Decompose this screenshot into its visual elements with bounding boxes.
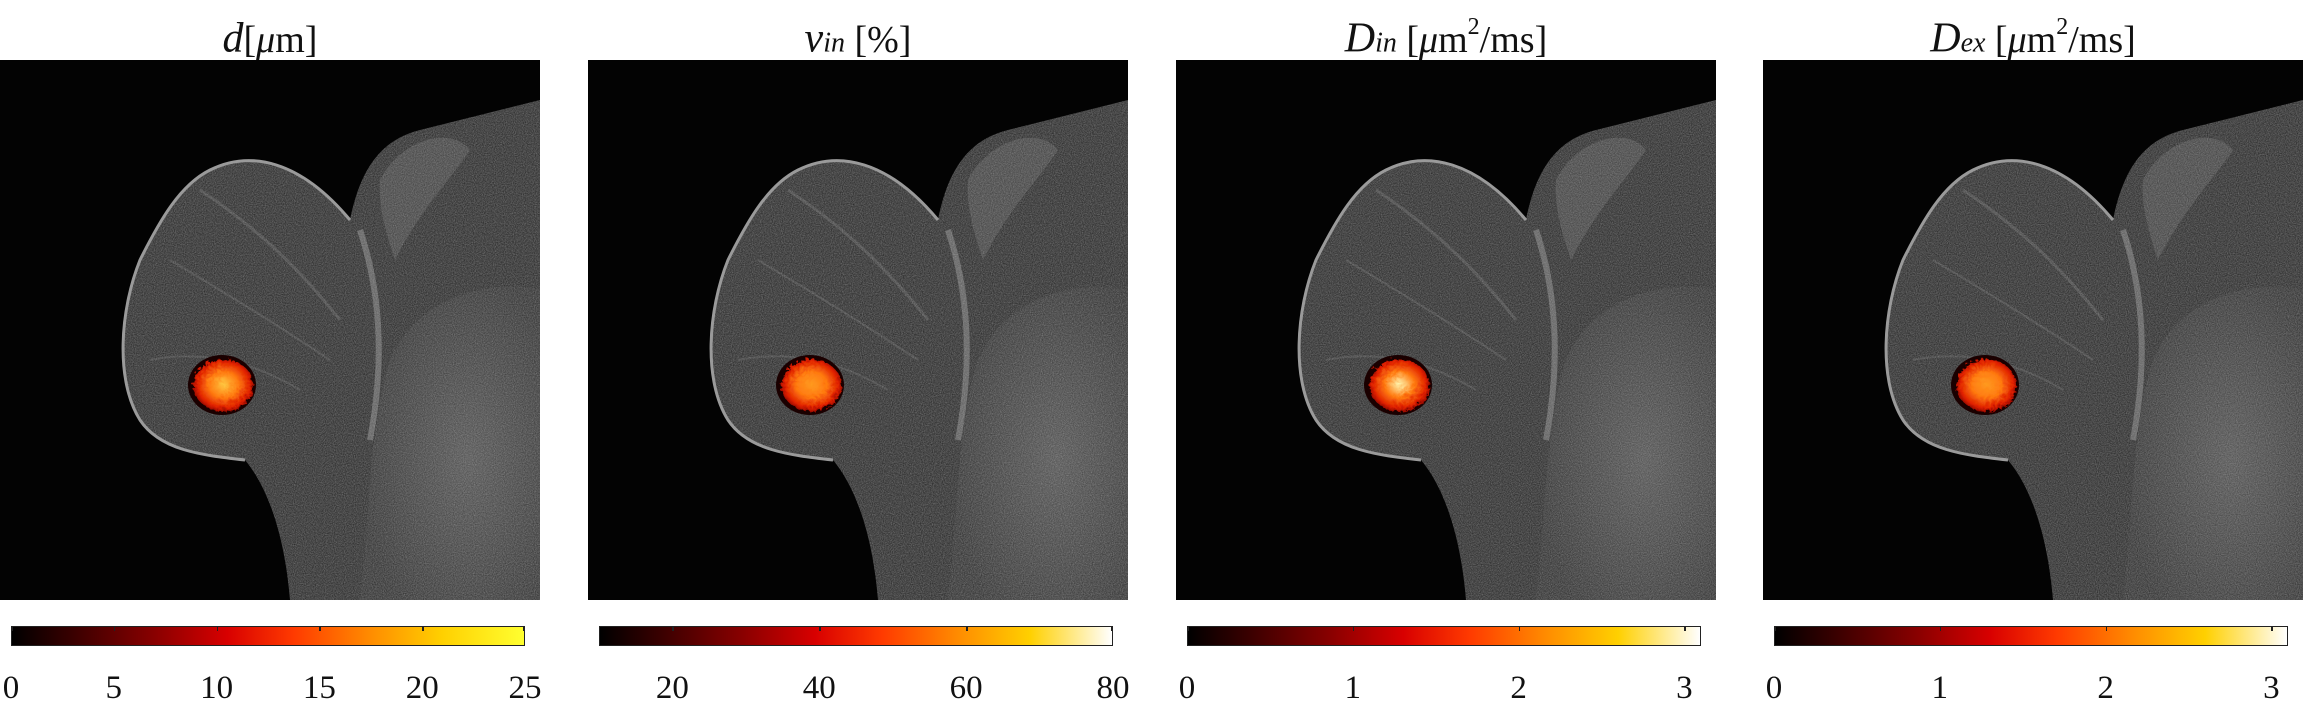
colorbar-ticks: 0 1 2 3 (1179, 626, 1701, 706)
mri-svg (588, 60, 1128, 600)
colorbar-tick-label: 1 (1344, 670, 1362, 706)
colorbar-tick-mark (11, 626, 13, 631)
colorbar-tick-label: 80 (1096, 670, 1130, 706)
title-symbol: D (1930, 15, 1961, 62)
colorbar (1187, 626, 1701, 646)
tumor-overlay (780, 358, 840, 410)
colorbar-tick-label: 2 (2097, 670, 2114, 706)
unit-sup: 2 (1467, 14, 1480, 40)
unit-after: /ms] (1479, 18, 1548, 61)
unit-mu: μ (1419, 18, 1439, 61)
mri-svg (0, 60, 540, 600)
colorbar-ticks: 20 40 60 80 (599, 626, 1130, 706)
colorbar (1774, 626, 2288, 646)
panel-vin: vin [%] 20 40 60 80 (588, 0, 1130, 711)
panel-d: d[μm] 0 5 10 15 20 25 (0, 0, 542, 711)
colorbar-tick-mark (422, 626, 424, 631)
colorbar-tick-mark (319, 626, 321, 631)
mri-image (1176, 60, 1716, 600)
colorbar-tick-mark (1518, 626, 1521, 631)
mri-svg (1176, 60, 1716, 600)
colorbar-ticks: 0 5 10 15 20 25 (3, 626, 542, 706)
colorbar-tick-mark (113, 626, 116, 631)
panel-title: vin [%] (588, 4, 1128, 62)
colorbar-ticks: 0 1 2 3 (1766, 626, 2288, 706)
title-symbol: d (222, 15, 244, 62)
colorbar-tick-label: 60 (949, 670, 983, 706)
unit-prefix: [ (1985, 18, 2008, 61)
colorbar-tick-label: 20 (655, 670, 689, 706)
colorbar-tick-mark (2105, 626, 2108, 631)
title-unit: [μm] (244, 19, 318, 61)
colorbar-tick-mark (672, 626, 674, 631)
colorbar-tick-label: 3 (1676, 670, 1693, 706)
colorbar-tick-mark (523, 626, 525, 631)
title-unit: [μm2/ms] (1985, 14, 2136, 61)
title-unit: [%] (845, 19, 911, 61)
colorbar-tick-mark (216, 626, 219, 631)
mri-image (1763, 60, 2303, 600)
colorbar-tick-mark (1939, 626, 1942, 631)
panel-title: Din [μm2/ms] (1176, 4, 1716, 62)
colorbar-tick-label: 3 (2263, 670, 2280, 706)
tumor-overlay (192, 358, 252, 410)
tumor-overlay (1368, 358, 1428, 410)
title-subscript: in (823, 27, 845, 59)
colorbar (11, 626, 525, 646)
colorbar-tick-label: 0 (1765, 670, 1783, 706)
unit-text: m (1438, 18, 1468, 61)
colorbar-tick-label: 0 (1178, 670, 1196, 706)
colorbar-tick-label: 15 (302, 670, 336, 706)
colorbar-tick-mark (1111, 626, 1113, 631)
unit-prefix: [%] (844, 18, 912, 61)
title-symbol: D (1344, 15, 1376, 62)
colorbar-tick-mark (819, 626, 821, 631)
title-subscript: ex (1960, 27, 1986, 59)
unit-mu: μ (256, 18, 276, 61)
title-unit: [μm2/ms] (1396, 14, 1548, 61)
unit-text: m] (275, 18, 318, 61)
unit-prefix: [ (1396, 18, 1420, 61)
colorbar-tick-label: 25 (508, 670, 542, 706)
colorbar-tick-mark (2271, 626, 2273, 631)
colorbar-tick-label: 20 (405, 670, 439, 706)
colorbar-tick-mark (1684, 626, 1686, 631)
unit-sup: 2 (2056, 14, 2069, 40)
colorbar-tick-label: 0 (2, 670, 20, 706)
unit-mu: μ (2007, 18, 2027, 61)
colorbar-tick-label: 10 (200, 670, 234, 706)
colorbar-tick-label: 1 (1931, 670, 1949, 706)
unit-text: m (2026, 18, 2057, 61)
colorbar-tick-label: 2 (1510, 670, 1527, 706)
mri-svg (1763, 60, 2303, 600)
colorbar-tick-mark (1352, 626, 1355, 631)
colorbar-tick-label: 40 (802, 670, 836, 706)
colorbar-tick-mark (966, 626, 968, 631)
colorbar-tick-mark (1774, 626, 1776, 631)
panel-title: Dex [μm2/ms] (1763, 4, 2303, 62)
colorbar-tick-label: 5 (105, 670, 123, 706)
tumor-overlay (1955, 358, 2015, 410)
unit-after: /ms] (2068, 18, 2136, 61)
mri-image (0, 60, 540, 600)
colorbar-tick-mark (1187, 626, 1189, 631)
colorbar (599, 626, 1113, 646)
panel-title: d[μm] (0, 4, 540, 62)
title-subscript: in (1375, 27, 1397, 59)
title-symbol: v (804, 15, 824, 62)
mri-image (588, 60, 1128, 600)
unit-prefix: [ (243, 18, 257, 61)
